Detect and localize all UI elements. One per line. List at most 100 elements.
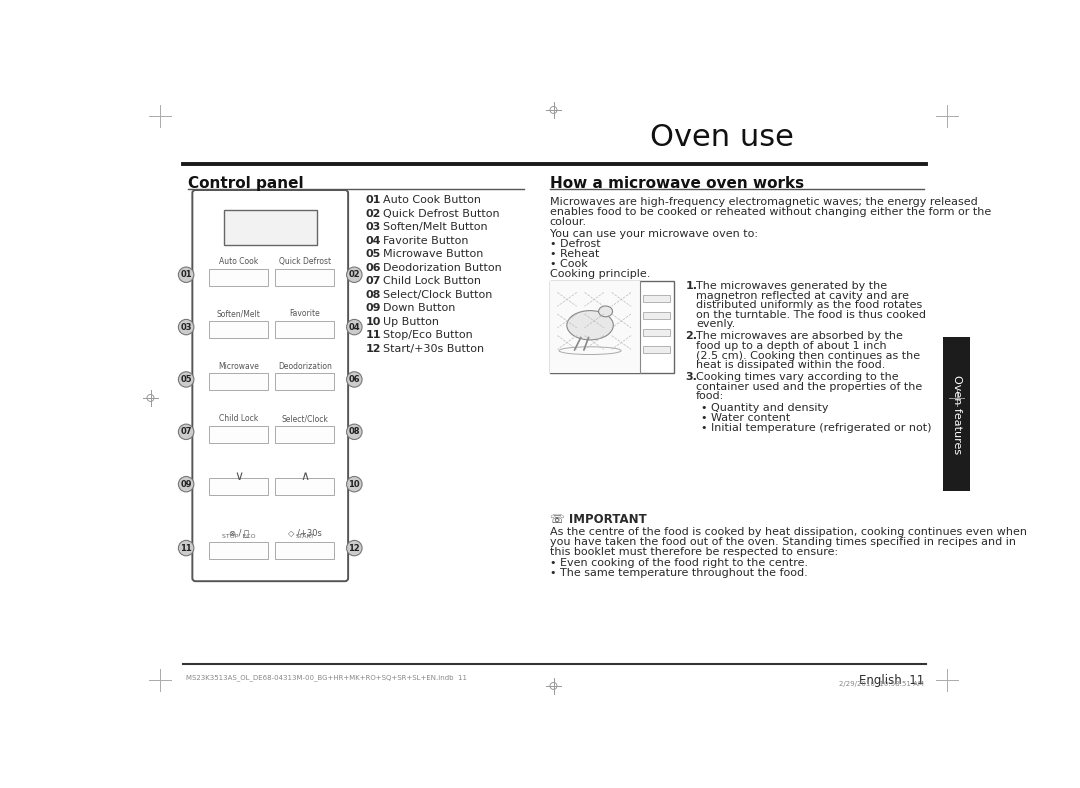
Circle shape [178,424,194,440]
Bar [275,542,334,559]
Text: Quick Defrost Button: Quick Defrost Button [383,209,500,219]
Text: Deodorization Button: Deodorization Button [383,263,502,273]
Ellipse shape [567,310,613,340]
Text: How a microwave oven works: How a microwave oven works [550,177,804,191]
Text: Quick Defrost: Quick Defrost [279,257,330,266]
Circle shape [178,319,194,335]
Text: • The same temperature throughout the food.: • The same temperature throughout the fo… [550,568,808,578]
Text: colour.: colour. [550,217,586,227]
Text: 02: 02 [349,270,360,279]
Text: 05: 05 [366,249,381,259]
Text: Select/Clock: Select/Clock [281,414,328,423]
Text: Oven use: Oven use [650,123,794,152]
Text: As the centre of the food is cooked by heat dissipation, cooking continues even : As the centre of the food is cooked by h… [550,526,1027,537]
FancyBboxPatch shape [192,190,348,582]
Text: MS23K3513AS_OL_DE68-04313M-00_BG+HR+MK+RO+SQ+SR+SL+EN.indb  11: MS23K3513AS_OL_DE68-04313M-00_BG+HR+MK+R… [186,675,468,681]
Text: Favorite Button: Favorite Button [383,236,469,246]
Text: this booklet must therefore be respected to ensure:: this booklet must therefore be respected… [550,547,838,556]
Bar [275,374,334,390]
Text: Soften/Melt Button: Soften/Melt Button [383,222,488,232]
Circle shape [347,541,362,556]
Text: Auto Cook: Auto Cook [219,257,258,266]
Text: 06: 06 [366,263,381,273]
Circle shape [347,424,362,440]
Text: • Defrost: • Defrost [550,239,600,248]
Text: container used and the properties of the: container used and the properties of the [697,381,922,392]
Bar [224,210,316,245]
Text: Child Lock: Child Lock [219,414,258,423]
Text: food up to a depth of about 1 inch: food up to a depth of about 1 inch [697,341,887,351]
Bar [275,321,334,338]
Text: 08: 08 [366,290,381,299]
Text: 07: 07 [180,427,192,437]
Text: 06: 06 [349,375,360,384]
Text: • Cook: • Cook [550,258,588,269]
Text: Start/+30s Button: Start/+30s Button [383,344,484,354]
Text: START: START [295,534,314,539]
Circle shape [347,372,362,387]
Text: you have taken the food out of the oven. Standing times specified in recipes and: you have taken the food out of the oven.… [550,537,1015,547]
Text: Microwaves are high-frequency electromagnetic waves; the energy released: Microwaves are high-frequency electromag… [550,197,977,207]
Text: 3.: 3. [685,372,697,382]
Text: enables food to be cooked or reheated without changing either the form or the: enables food to be cooked or reheated wi… [550,207,990,217]
Text: 03: 03 [180,322,192,332]
Text: Microwave: Microwave [218,362,259,370]
Text: 01: 01 [366,195,381,206]
Text: You can use your microwave oven to:: You can use your microwave oven to: [550,229,758,239]
Bar [210,321,268,338]
Text: 07: 07 [366,277,381,286]
Bar [550,281,639,374]
Bar [275,478,334,495]
Text: ⊗ / ⌛: ⊗ / ⌛ [229,528,248,537]
Text: on the turntable. The food is thus cooked: on the turntable. The food is thus cooke… [697,310,927,320]
Text: 1.: 1. [685,281,698,291]
Text: Up Button: Up Button [383,317,438,327]
Bar [210,542,268,559]
Text: 11: 11 [366,330,381,340]
Text: 01: 01 [180,270,192,279]
Bar [943,337,971,491]
Bar [210,269,268,285]
Text: ∨: ∨ [234,470,243,483]
Bar [644,346,670,353]
Text: • Quantity and density: • Quantity and density [701,403,828,414]
Text: • Initial temperature (refrigerated or not): • Initial temperature (refrigerated or n… [701,422,931,433]
Circle shape [347,267,362,282]
Text: 09: 09 [180,480,192,489]
Text: 09: 09 [366,303,381,313]
Text: Favorite: Favorite [289,310,320,318]
Text: (2.5 cm). Cooking then continues as the: (2.5 cm). Cooking then continues as the [697,351,920,361]
Text: 03: 03 [366,222,381,232]
Text: 12: 12 [349,544,361,552]
Text: heat is dissipated within the food.: heat is dissipated within the food. [697,360,886,370]
Bar [644,329,670,336]
Text: • Even cooking of the food right to the centre.: • Even cooking of the food right to the … [550,558,808,568]
Text: Cooking times vary according to the: Cooking times vary according to the [697,372,899,382]
Bar [275,426,334,443]
Bar [644,295,670,303]
Ellipse shape [598,306,612,317]
Text: Child Lock Button: Child Lock Button [383,277,481,286]
Text: English  11: English 11 [859,674,924,686]
Bar [210,478,268,495]
Text: Deodorization: Deodorization [278,362,332,370]
Circle shape [178,541,194,556]
Text: The microwaves generated by the: The microwaves generated by the [697,281,888,291]
Text: magnetron reflected at cavity and are: magnetron reflected at cavity and are [697,291,909,300]
Circle shape [178,372,194,387]
Text: 12: 12 [366,344,381,354]
Text: Oven features: Oven features [951,374,961,454]
Text: Auto Cook Button: Auto Cook Button [383,195,481,206]
Text: ◇ /+30s: ◇ /+30s [287,528,322,537]
Text: • Water content: • Water content [701,413,789,423]
Bar [210,374,268,390]
Text: 2.: 2. [685,331,698,341]
Text: Soften/Melt: Soften/Melt [217,310,260,318]
Text: Select/Clock Button: Select/Clock Button [383,290,492,299]
Text: STOP  ECO: STOP ECO [222,534,256,539]
Text: 04: 04 [349,322,360,332]
Text: 04: 04 [366,236,381,246]
Text: • Reheat: • Reheat [550,248,599,258]
Bar [644,312,670,319]
Text: The microwaves are absorbed by the: The microwaves are absorbed by the [697,331,903,341]
